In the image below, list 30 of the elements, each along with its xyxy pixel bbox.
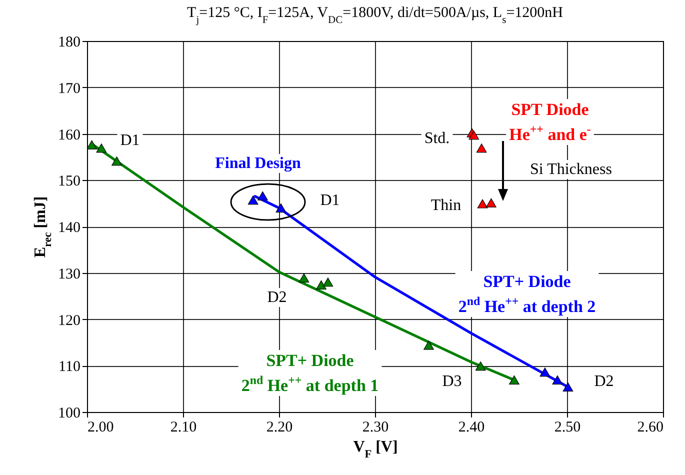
annotation: D2 <box>594 373 614 390</box>
x-axis-title: V$_{F}$ [V] <box>353 438 398 460</box>
chart-title: T$_{j}$=125 °C, I$_{F}$=125A, V$_{DC}$=1800V, di/dt=500A/µs, L$_{s}$=1200nH <box>187 5 563 26</box>
annotation: D1 <box>120 132 140 149</box>
x-tick-label: 2.20 <box>266 420 293 436</box>
y-tick-label: 110 <box>58 359 80 376</box>
x-tick-label: 2.40 <box>458 420 485 436</box>
annotation: Thin <box>430 197 462 214</box>
y-tick-label: 160 <box>58 127 80 144</box>
annotation: D2 <box>267 289 287 306</box>
y-tick-label: 180 <box>58 34 80 50</box>
y-tick-label: 150 <box>58 174 80 190</box>
y-tick-label: 130 <box>58 266 80 282</box>
x-tick-label: 2.30 <box>362 420 389 436</box>
x-tick-label: 2.50 <box>554 420 581 436</box>
text: SPT+ Diode 2$^{nd}$ He$^{++}$ at depth 1 <box>241 351 379 395</box>
text: SPT+ Diode 2$^{nd}$ He$^{++}$ at depth 2 <box>458 272 596 316</box>
y-tick-label: 140 <box>58 220 80 236</box>
x-tick-label: 2.10 <box>170 420 197 436</box>
x-tick-label: 2.00 <box>88 420 114 436</box>
series-label: SPT Diode He$^{++}$ and e$^{-}$ <box>509 100 591 144</box>
x-tick-label: 2.60 <box>637 420 664 436</box>
y-tick-label: 100 <box>58 406 80 422</box>
annotation: Std. <box>424 130 450 147</box>
y-tick-label: 120 <box>58 312 80 329</box>
y-tick-label: 170 <box>58 80 80 97</box>
annotation: D1 <box>320 192 340 209</box>
annotation: D3 <box>442 373 462 390</box>
annotation: Final Design <box>215 155 301 172</box>
annotation: Si Thickness <box>530 161 612 178</box>
